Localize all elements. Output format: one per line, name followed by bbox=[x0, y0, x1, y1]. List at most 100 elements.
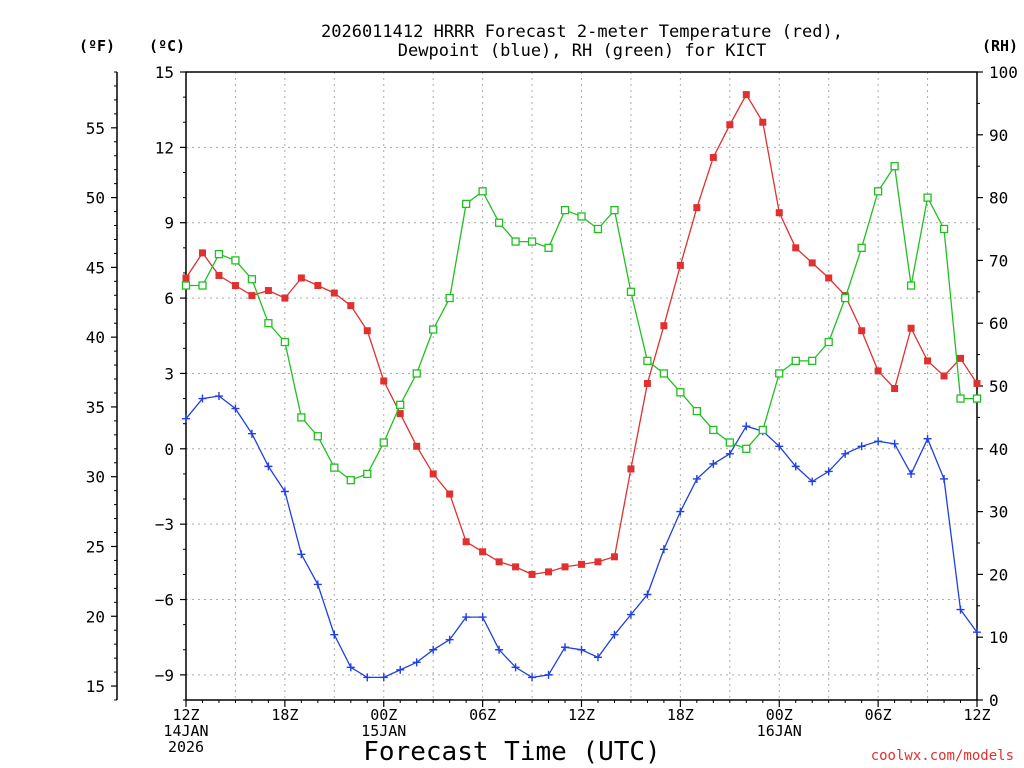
x-tick-label: 14JAN bbox=[163, 722, 208, 740]
rh-point bbox=[445, 293, 454, 303]
rh-tick-label: 30 bbox=[989, 503, 1008, 522]
dewpoint-point bbox=[231, 404, 240, 413]
dewpoint-point bbox=[923, 434, 932, 443]
rh-point bbox=[478, 187, 487, 196]
rh-point bbox=[676, 388, 685, 397]
x-axis-label: Forecast Time (UTC) bbox=[363, 737, 660, 767]
x-tick-label: 12Z bbox=[172, 706, 199, 724]
temperature-point bbox=[825, 274, 833, 282]
dewpoint-point bbox=[247, 429, 256, 438]
rh-point bbox=[939, 224, 949, 234]
celsius-tick-label: −6 bbox=[155, 591, 174, 610]
rh-point bbox=[214, 249, 224, 259]
rh-point bbox=[346, 476, 355, 485]
rh-point bbox=[247, 275, 257, 284]
dewpoint-point bbox=[577, 645, 586, 654]
x-tick-label: 12Z bbox=[568, 706, 595, 724]
rh-point bbox=[775, 369, 784, 378]
dewpoint-point bbox=[593, 653, 602, 662]
dewpoint-point bbox=[841, 449, 850, 458]
temperature-point bbox=[281, 294, 289, 302]
temperature-point bbox=[215, 271, 223, 279]
dewpoint-point bbox=[313, 580, 322, 589]
rh-point bbox=[363, 469, 372, 479]
x-tick-label: 00Z bbox=[370, 706, 397, 724]
rh-tick-label: 60 bbox=[989, 314, 1008, 333]
dewpoint-point bbox=[775, 442, 784, 451]
dewpoint-point bbox=[956, 605, 965, 614]
temperature-point bbox=[413, 442, 421, 450]
x-tick-label: 15JAN bbox=[361, 722, 406, 740]
dewpoint-point bbox=[429, 645, 438, 654]
rh-point bbox=[297, 413, 306, 422]
rh-point bbox=[511, 237, 520, 246]
temperature-point bbox=[182, 274, 190, 282]
rh-point bbox=[231, 256, 240, 265]
temperature-point bbox=[643, 379, 651, 387]
temperature-point bbox=[924, 357, 932, 365]
rh-point bbox=[198, 281, 207, 290]
temperature-point bbox=[627, 465, 635, 473]
temperature-point bbox=[231, 282, 239, 290]
rh-point bbox=[841, 293, 850, 303]
temperature-point bbox=[330, 289, 338, 297]
rh-tick-label: 100 bbox=[989, 63, 1018, 82]
fahrenheit-tick-label: 35 bbox=[86, 398, 105, 417]
celsius-tick-label: 0 bbox=[164, 440, 174, 459]
rh-tick-label: 90 bbox=[989, 126, 1008, 145]
temperature-point bbox=[495, 558, 503, 566]
rh-point bbox=[709, 425, 718, 435]
rh-tick-label: 50 bbox=[989, 377, 1008, 396]
temperature-point bbox=[973, 379, 981, 387]
temperature-point bbox=[248, 292, 256, 300]
dewpoint-point bbox=[379, 673, 388, 682]
dewpoint-point bbox=[445, 635, 454, 644]
temperature-point bbox=[792, 244, 800, 252]
temperature-point bbox=[545, 568, 553, 576]
temperature-point bbox=[528, 570, 536, 578]
rh-point bbox=[808, 356, 817, 366]
fahrenheit-tick-label: 15 bbox=[86, 677, 105, 696]
fahrenheit-tick-label: 50 bbox=[86, 189, 105, 208]
celsius-tick-label: 15 bbox=[155, 63, 174, 82]
temperature-point bbox=[347, 302, 355, 310]
chart-title-line-1: 2026011412 HRRR Forecast 2-meter Tempera… bbox=[321, 22, 843, 42]
dewpoint-point bbox=[528, 673, 537, 682]
rh-point bbox=[379, 438, 388, 447]
dewpoint-point bbox=[462, 613, 471, 622]
rh-point bbox=[956, 394, 965, 403]
series-layer bbox=[181, 91, 982, 682]
rh-point bbox=[494, 218, 504, 227]
dewpoint-point bbox=[214, 392, 223, 401]
temperature-point bbox=[198, 249, 206, 257]
dewpoint-point bbox=[824, 467, 833, 476]
rh-point bbox=[857, 243, 866, 252]
temperature-point bbox=[940, 372, 948, 380]
x-tick-label: 16JAN bbox=[757, 722, 802, 740]
dewpoint-point bbox=[742, 422, 751, 431]
dewpoint-point bbox=[412, 658, 421, 667]
rh-point bbox=[330, 463, 339, 472]
dewpoint-point bbox=[791, 462, 800, 471]
temperature-point bbox=[446, 490, 454, 498]
dewpoint-point bbox=[264, 462, 273, 471]
temperature-point bbox=[462, 538, 470, 546]
rh-point bbox=[626, 287, 636, 296]
temperature-point bbox=[693, 204, 701, 212]
rh-point bbox=[560, 206, 570, 215]
temperature-point bbox=[429, 470, 437, 478]
fahrenheit-axis-unit: (ºF) bbox=[79, 37, 115, 55]
dewpoint-point bbox=[890, 439, 899, 448]
dewpoint-point bbox=[676, 507, 685, 516]
fahrenheit-tick-label: 25 bbox=[86, 537, 105, 556]
rh-point bbox=[725, 438, 734, 447]
temperature-point bbox=[314, 282, 322, 290]
temperature-point bbox=[759, 118, 767, 126]
temperature-point bbox=[907, 324, 915, 332]
rh-point bbox=[890, 162, 899, 171]
dewpoint-point bbox=[198, 394, 207, 403]
dewpoint-point bbox=[857, 442, 866, 451]
celsius-tick-label: −9 bbox=[155, 666, 174, 685]
